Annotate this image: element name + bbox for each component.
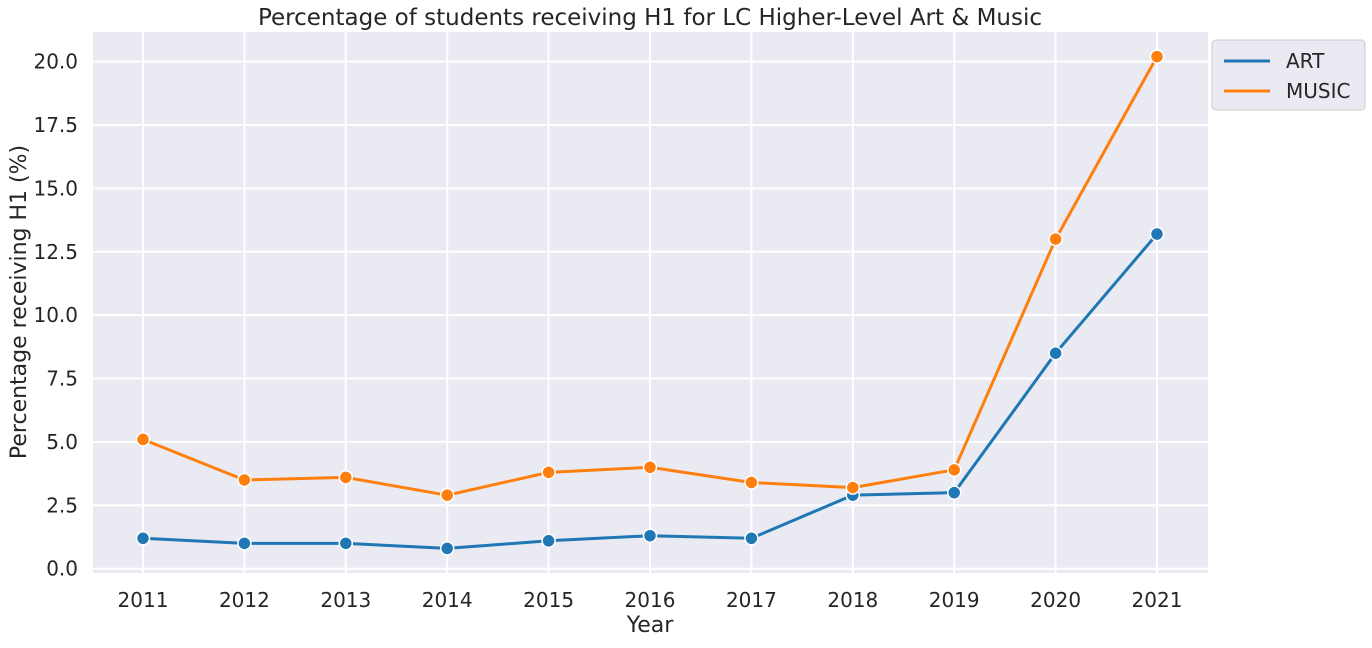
x-tick-label: 2019 [929,588,980,612]
y-axis-label: Percentage receiving H1 (%) [7,145,32,459]
data-point-music [946,462,962,478]
data-point-music [135,432,151,447]
data-point-music [541,465,556,480]
data-point-art [946,485,962,500]
y-tick-label: 10.0 [33,303,78,327]
x-tick-label: 2020 [1030,588,1081,612]
y-tick-label: 20.0 [33,50,78,74]
data-point-art [338,536,354,551]
x-axis-label: Year [626,613,675,638]
chart-title: Percentage of students receiving H1 for … [258,5,1042,31]
data-point-art [237,536,252,551]
data-point-music [237,472,252,488]
data-point-music [338,470,354,485]
data-point-music [1149,49,1165,64]
x-tick-label: 2013 [320,588,371,612]
y-tick-label: 7.5 [46,367,78,391]
data-point-art [1149,226,1165,242]
x-tick-label: 2017 [726,588,777,612]
y-tick-label: 0.0 [46,557,78,581]
x-tick-label: 2021 [1132,588,1183,612]
data-point-music [845,480,861,495]
data-point-music [1048,231,1063,247]
data-point-art [1048,345,1063,361]
x-tick-label: 2016 [625,588,676,612]
legend-label-art: ART [1286,49,1325,73]
data-point-art [642,528,658,543]
data-point-art [439,541,455,556]
y-tick-label: 5.0 [46,430,78,454]
y-tick-label: 2.5 [46,493,78,517]
data-point-music [439,487,455,503]
data-point-art [541,533,556,549]
x-tick-label: 2018 [827,588,878,612]
data-point-music [642,460,658,475]
y-tick-label: 15.0 [33,176,78,200]
data-point-art [135,531,151,546]
x-tick-label: 2015 [523,588,574,612]
legend-label-music: MUSIC [1286,79,1350,103]
x-tick-label: 2011 [118,588,169,612]
x-tick-label: 2014 [422,588,473,612]
data-point-music [744,475,759,490]
legend: ART MUSIC [1211,39,1366,111]
x-tick-label: 2012 [219,588,270,612]
y-tick-label: 17.5 [33,113,78,137]
y-tick-label: 12.5 [33,240,78,264]
data-point-art [744,531,759,546]
